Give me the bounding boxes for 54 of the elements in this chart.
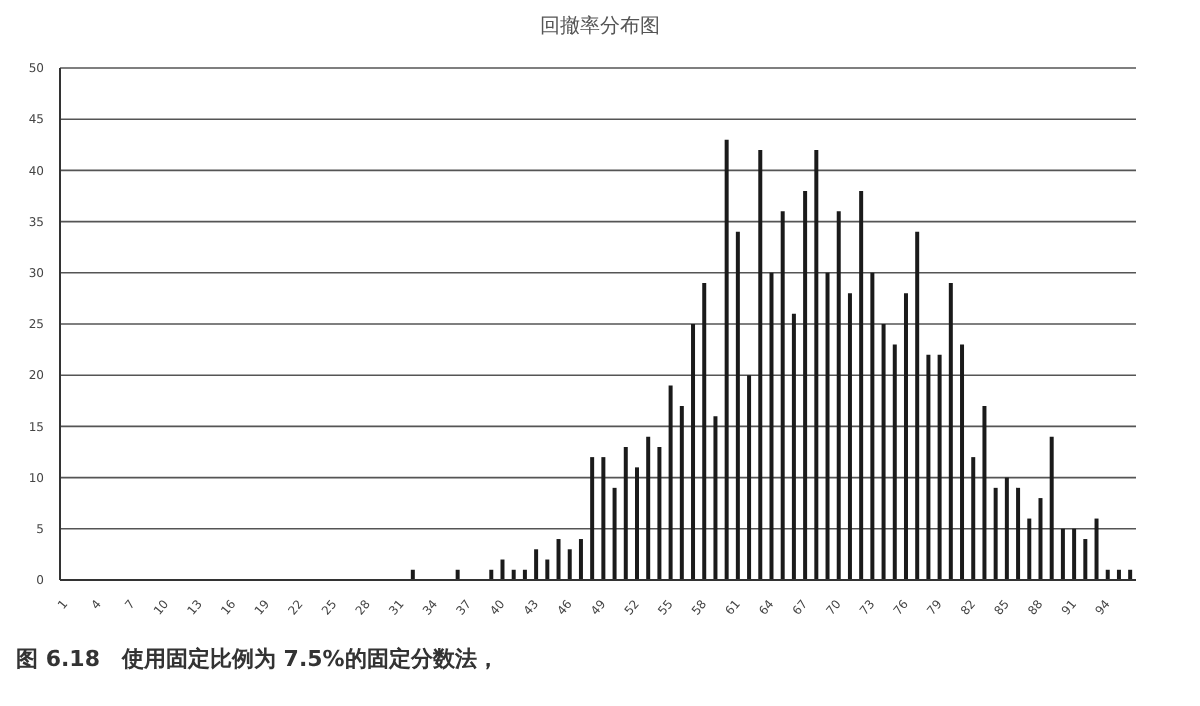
bar — [668, 385, 673, 580]
bar — [1027, 518, 1032, 580]
bar — [881, 324, 886, 580]
bar — [948, 283, 953, 580]
bar — [1049, 436, 1054, 580]
bar — [915, 231, 920, 580]
bar — [1016, 487, 1021, 580]
bar — [971, 457, 976, 580]
bar — [735, 231, 740, 580]
bar — [1004, 477, 1009, 580]
bar — [567, 549, 572, 580]
bar — [758, 149, 763, 580]
bar — [769, 272, 774, 580]
bar — [993, 487, 998, 580]
bar — [724, 139, 729, 580]
bar — [623, 446, 628, 580]
bar — [814, 149, 819, 580]
bar — [780, 211, 785, 580]
bar — [657, 446, 662, 580]
bar — [847, 293, 852, 580]
bar — [612, 487, 617, 580]
bar — [982, 405, 987, 580]
bar — [926, 354, 931, 580]
bar — [601, 457, 606, 580]
bar — [825, 272, 830, 580]
bar — [545, 559, 550, 580]
chart-title: 回撤率分布图 — [538, 13, 662, 40]
bar — [713, 416, 718, 580]
bar — [691, 324, 696, 580]
bar — [646, 436, 651, 580]
bar — [747, 375, 752, 580]
bar — [1094, 518, 1099, 580]
bar — [679, 405, 684, 580]
bar — [836, 211, 841, 580]
bar — [634, 467, 639, 580]
bar — [870, 272, 875, 580]
bar — [903, 293, 908, 580]
bar — [791, 313, 796, 580]
bar — [534, 549, 539, 580]
bar — [1038, 498, 1043, 580]
bar — [803, 190, 808, 580]
bar — [578, 539, 583, 580]
bar — [590, 457, 595, 580]
bar — [1083, 539, 1088, 580]
bar — [556, 539, 561, 580]
bar — [859, 190, 864, 580]
bar — [1060, 528, 1065, 580]
bar — [892, 344, 897, 580]
caption: 图 6.18 使用固定比例为 7.5%的固定分数法， — [16, 644, 499, 674]
bar — [960, 344, 965, 580]
bar — [702, 283, 707, 580]
bar — [1072, 528, 1077, 580]
bar — [500, 559, 505, 580]
bar — [937, 354, 942, 580]
